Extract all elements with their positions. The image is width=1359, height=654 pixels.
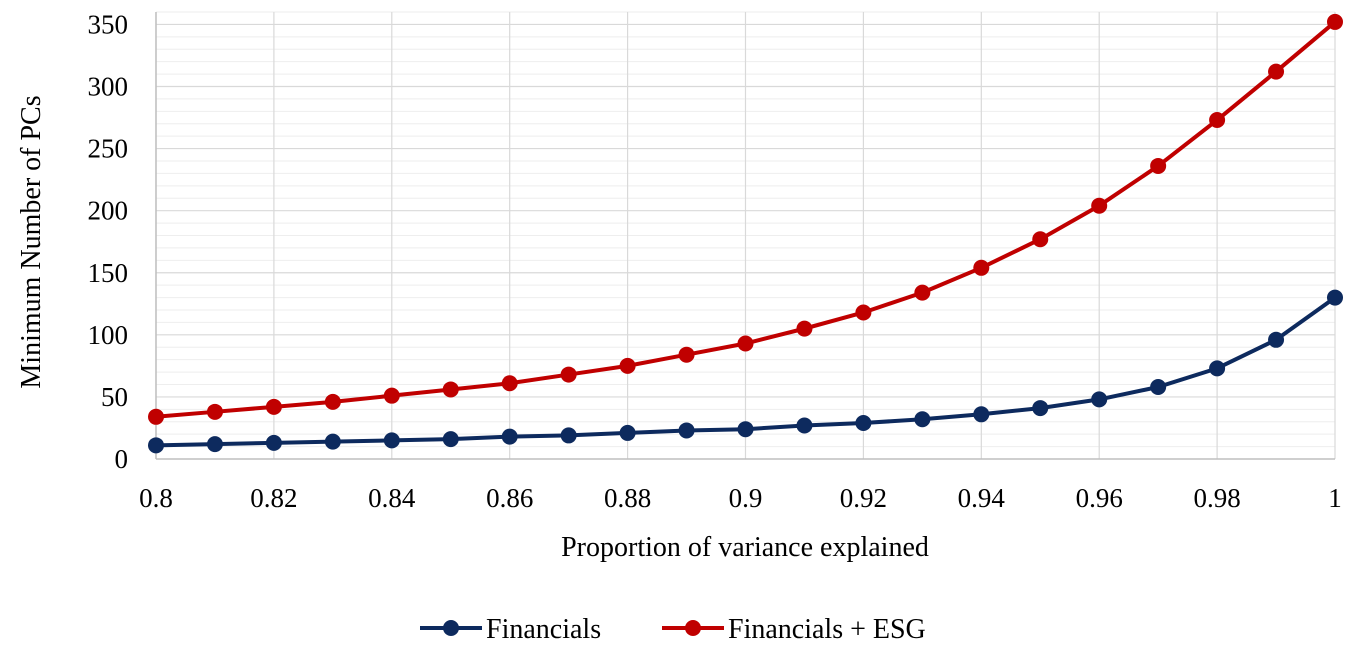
data-point	[501, 428, 518, 445]
data-point	[973, 259, 990, 276]
data-point	[1150, 378, 1167, 395]
x-tick-label: 0.98	[1193, 483, 1240, 513]
series-financials-esg	[148, 13, 1343, 425]
y-tick-label: 300	[88, 72, 129, 102]
legend-item-financials-esg: Financials + ESG	[662, 614, 926, 645]
data-point	[678, 346, 695, 363]
data-point	[324, 433, 341, 450]
data-point	[1091, 391, 1108, 408]
data-point	[324, 393, 341, 410]
data-point	[619, 357, 636, 374]
x-tick-label: 0.8	[139, 483, 173, 513]
y-tick-label: 250	[88, 134, 129, 164]
y-tick-labels: 0 50 100 150 200 250 300 350	[88, 9, 129, 474]
x-tick-label: 0.88	[604, 483, 651, 513]
data-point	[206, 436, 223, 453]
data-point	[678, 422, 695, 439]
data-point	[560, 427, 577, 444]
y-axis-title: Minimum Number of PCs	[16, 95, 47, 388]
x-tick-label: 1	[1328, 483, 1342, 513]
data-point	[973, 406, 990, 423]
data-point	[796, 417, 813, 434]
y-tick-label: 50	[101, 382, 128, 412]
x-tick-label: 0.86	[486, 483, 533, 513]
data-point	[265, 434, 282, 451]
data-point	[1150, 157, 1167, 174]
legend-label: Financials	[486, 614, 601, 645]
data-point	[914, 284, 931, 301]
x-axis-title: Proportion of variance explained	[561, 532, 929, 563]
y-tick-label: 350	[88, 9, 129, 39]
y-tick-label: 100	[88, 320, 129, 350]
data-point	[148, 408, 164, 425]
data-point	[206, 403, 223, 420]
data-point	[1327, 13, 1343, 30]
legend-item-financials: Financials	[420, 614, 601, 645]
y-tick-label: 200	[88, 196, 129, 226]
data-point	[560, 366, 577, 383]
data-point	[737, 421, 754, 438]
y-tick-label: 150	[88, 258, 129, 288]
x-tick-label: 0.82	[250, 483, 297, 513]
x-tick-label: 0.84	[368, 483, 416, 513]
legend-swatch-marker	[685, 620, 701, 636]
data-point	[1091, 197, 1108, 214]
data-point	[1209, 360, 1226, 377]
legend-swatch-marker	[443, 620, 459, 636]
data-point	[265, 398, 282, 415]
data-point	[1327, 289, 1343, 306]
data-point	[1268, 63, 1285, 80]
data-point	[383, 387, 400, 404]
data-point	[737, 335, 754, 352]
data-point	[148, 437, 164, 454]
data-point	[855, 304, 872, 321]
series-financials	[148, 289, 1343, 454]
data-point	[442, 431, 459, 448]
data-point	[855, 414, 872, 431]
series-group	[148, 13, 1343, 454]
x-tick-label: 0.94	[958, 483, 1006, 513]
x-tick-label: 0.9	[729, 483, 763, 513]
y-tick-label: 0	[115, 444, 129, 474]
data-point	[1268, 331, 1285, 348]
grid-lines	[155, 11, 1336, 459]
data-point	[1209, 112, 1226, 129]
data-point	[501, 375, 518, 392]
data-point	[383, 432, 400, 449]
x-tick-label: 0.96	[1076, 483, 1123, 513]
legend-label: Financials + ESG	[728, 614, 926, 645]
data-point	[442, 381, 459, 398]
x-tick-label: 0.92	[840, 483, 887, 513]
data-point	[1032, 400, 1049, 417]
legend: Financials Financials + ESG	[420, 614, 926, 645]
x-tick-labels: 0.8 0.82 0.84 0.86 0.88 0.9 0.92 0.94 0.96 0.98 1	[139, 483, 1342, 513]
data-point	[619, 424, 636, 441]
data-point	[796, 320, 813, 337]
data-point	[1032, 231, 1049, 248]
data-point	[914, 411, 931, 428]
